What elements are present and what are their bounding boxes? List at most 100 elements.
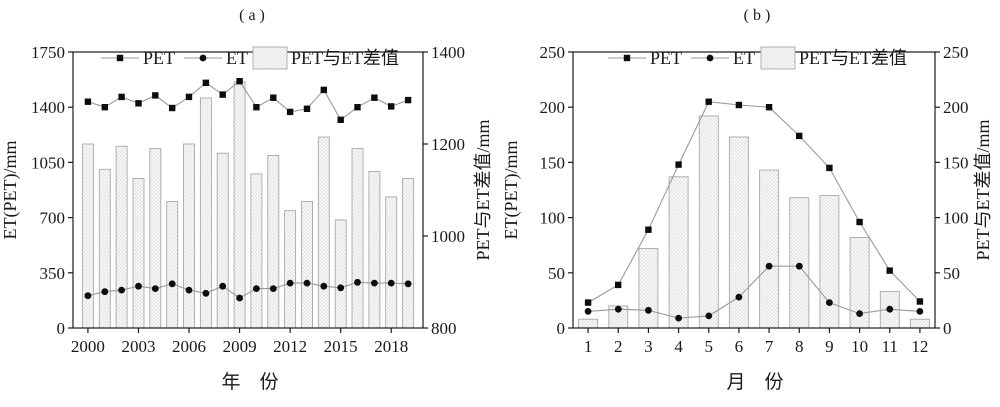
pet-marker-2014 bbox=[320, 86, 327, 94]
bar-2010 bbox=[250, 173, 263, 329]
pet-marker-6 bbox=[735, 101, 743, 109]
difference-bars bbox=[81, 81, 415, 329]
bar-2017 bbox=[368, 171, 381, 329]
y-axis-right-title: PET与ET差值/mm bbox=[973, 120, 993, 261]
et-marker-2013 bbox=[303, 279, 311, 287]
plot-frame bbox=[72, 51, 424, 329]
pet-marker-2005 bbox=[169, 104, 176, 112]
et-marker-11 bbox=[886, 305, 894, 313]
et-marker-2015 bbox=[337, 284, 345, 292]
bar-2013 bbox=[301, 201, 313, 329]
y-right-tick-label: 1200 bbox=[431, 135, 465, 154]
plot-frame bbox=[572, 51, 936, 329]
et-marker-8 bbox=[795, 262, 803, 270]
y-axis-left: 0 50 100 150 200 250 bbox=[540, 43, 573, 338]
y-right-tick-label: 0 bbox=[943, 319, 952, 338]
pet-marker-2019 bbox=[404, 96, 412, 104]
bar-2009 bbox=[233, 81, 246, 329]
difference-bars bbox=[578, 115, 930, 329]
x-axis: 1 2 3 4 5 6 7 8 9 10 11 12 bbox=[584, 328, 928, 356]
pet-marker-12 bbox=[916, 298, 924, 305]
legend-diff-bar-sample-icon bbox=[760, 46, 796, 70]
et-marker-2000 bbox=[84, 292, 92, 300]
x-tick-label: 2000 bbox=[71, 337, 105, 356]
pet-marker-2004 bbox=[152, 92, 159, 99]
et-marker-2010 bbox=[253, 285, 260, 292]
pet-line bbox=[587, 101, 921, 304]
et-marker-2006 bbox=[185, 286, 193, 294]
x-tick-label: 2006 bbox=[172, 337, 206, 356]
et-marker-2011 bbox=[269, 285, 277, 292]
pet-marker-2007 bbox=[202, 79, 210, 86]
legend-label-et: ET bbox=[226, 48, 248, 68]
bar-2008 bbox=[216, 152, 229, 329]
pet-line-series bbox=[84, 78, 412, 123]
pet-marker-2010 bbox=[253, 104, 260, 111]
bar-4 bbox=[668, 176, 689, 329]
pet-marker-5 bbox=[705, 98, 712, 105]
legend-label-pet: PET bbox=[650, 48, 682, 68]
x-tick-label: 2015 bbox=[324, 337, 358, 356]
y-left-tick-label: 1750 bbox=[31, 43, 65, 62]
bar-2015 bbox=[334, 219, 347, 329]
legend-pet-square-marker-icon bbox=[623, 54, 631, 62]
y-left-tick-label: 700 bbox=[40, 209, 66, 228]
y-right-tick-label: 200 bbox=[943, 98, 969, 117]
x-tick-label: 2018 bbox=[374, 337, 408, 356]
bar-2014 bbox=[317, 136, 330, 329]
pet-marker-10 bbox=[856, 218, 863, 226]
pet-marker-2018 bbox=[388, 103, 395, 110]
bar-2001 bbox=[98, 168, 111, 329]
pet-marker-9 bbox=[826, 164, 833, 172]
y-axis-right: 0 50 100 150 200 250 bbox=[935, 43, 969, 338]
x-tick-label: 8 bbox=[795, 337, 804, 356]
bar-2003 bbox=[132, 178, 145, 329]
x-axis: 2000 2003 2006 2009 2012 2015 2018 bbox=[71, 328, 408, 356]
bar-2011 bbox=[267, 155, 280, 329]
y-right-tick-label: 250 bbox=[943, 43, 969, 62]
et-marker-2002 bbox=[118, 286, 125, 294]
et-marker-12 bbox=[916, 308, 924, 315]
et-marker-1 bbox=[584, 308, 592, 315]
x-tick-label: 3 bbox=[644, 337, 653, 356]
et-marker-2008 bbox=[219, 282, 227, 290]
pet-marker-4 bbox=[675, 161, 682, 168]
bar-2005 bbox=[166, 201, 179, 329]
x-tick-label: 2 bbox=[614, 337, 623, 356]
et-line-series bbox=[584, 262, 924, 322]
pet-marker-2000 bbox=[84, 98, 92, 105]
x-tick-label: 2012 bbox=[273, 337, 307, 356]
legend: PET ET PET与ET差值 bbox=[101, 46, 399, 70]
pet-line-series bbox=[584, 98, 924, 306]
et-line-series bbox=[84, 278, 412, 302]
y-axis-left-title: ET(PET)/mm bbox=[0, 141, 21, 240]
bar-2019 bbox=[402, 178, 415, 329]
et-line bbox=[588, 265, 920, 319]
y-right-tick-label: 1000 bbox=[431, 227, 465, 246]
x-tick-label: 9 bbox=[825, 337, 834, 356]
legend-diff-bar-sample-icon bbox=[252, 46, 288, 70]
y-right-tick-label: 1400 bbox=[431, 43, 465, 62]
bar-2000 bbox=[81, 143, 94, 329]
pet-marker-2002 bbox=[118, 93, 125, 101]
legend-pet-square-marker-icon bbox=[116, 54, 124, 62]
panel-title: ( a ) bbox=[239, 7, 265, 24]
et-marker-2018 bbox=[387, 279, 395, 287]
y-left-tick-label: 0 bbox=[557, 319, 566, 338]
y-axis-left: 0 350 700 1050 1400 1750 bbox=[31, 43, 73, 338]
pet-marker-2006 bbox=[185, 93, 193, 101]
bar-12 bbox=[909, 318, 930, 329]
y-axis-left-title: ET(PET)/mm bbox=[501, 141, 522, 240]
pet-marker-2 bbox=[615, 281, 622, 289]
y-left-tick-label: 150 bbox=[540, 153, 566, 172]
x-tick-label: 6 bbox=[735, 337, 744, 356]
et-marker-2007 bbox=[202, 289, 210, 297]
et-marker-2012 bbox=[286, 279, 294, 287]
y-left-tick-label: 200 bbox=[540, 98, 566, 117]
y-left-tick-label: 100 bbox=[540, 209, 566, 228]
et-marker-2019 bbox=[404, 280, 412, 288]
et-marker-4 bbox=[675, 314, 682, 322]
